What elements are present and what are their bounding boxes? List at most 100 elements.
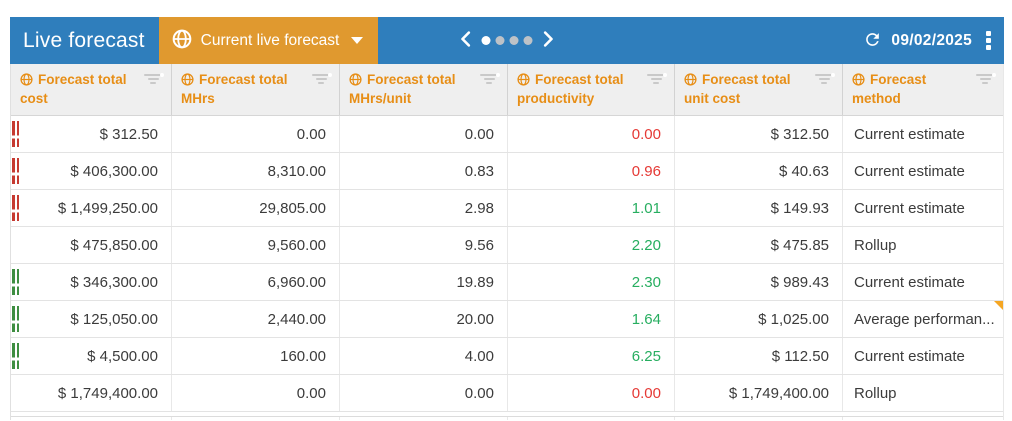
table-row: $ 346,300.00 6,960.00 19.89 2.30 $ 989.4… [11,264,1003,301]
cell-total-mhrs-unit[interactable]: 9.56 [340,227,508,263]
cell-total-mhrs[interactable]: 8,310.00 [172,153,340,189]
cell-total-unit-cost[interactable]: $ 112.50 [675,338,843,374]
cell-forecast-method[interactable]: Rollup [843,227,1003,263]
chevron-left-icon [461,31,471,50]
globe-icon [517,73,530,90]
filter-icon[interactable] [480,74,498,84]
cell-total-mhrs-unit[interactable]: 2.98 [340,190,508,226]
cell-total-cost[interactable]: $ 125,050.00 [11,301,172,337]
cell-total-productivity[interactable]: 6.25 [508,338,675,374]
page-title: Live forecast [23,29,145,53]
filter-icon[interactable] [815,74,833,84]
page-dot[interactable] [510,36,519,45]
cell-total-mhrs[interactable]: 6,960.00 [172,264,340,300]
cell-total-mhrs[interactable]: 29,805.00 [172,190,340,226]
cell-forecast-method[interactable]: Current estimate [843,190,1003,226]
cell-total-mhrs[interactable]: 160.00 [172,338,340,374]
cell-forecast-method[interactable]: Current estimate [843,153,1003,189]
table-row: $ 125,050.00 2,440.00 20.00 1.64 $ 1,025… [11,301,1003,338]
cell-forecast-method[interactable]: Rollup [843,375,1003,411]
cell-total-productivity[interactable]: 0.96 [508,153,675,189]
cell-total-mhrs[interactable]: 2,440.00 [172,301,340,337]
column-header-total-mhrs-unit[interactable]: Forecast total MHrs/unit [340,64,508,115]
cell-total-mhrs-unit[interactable]: 0.83 [340,153,508,189]
globe-icon [181,73,194,90]
cell-total-mhrs[interactable]: 9,560.00 [172,227,340,263]
prev-page-button[interactable] [459,29,473,52]
column-header-total-productivity[interactable]: Forecast total productivity [508,64,675,115]
cell-total-unit-cost[interactable]: $ 1,025.00 [675,301,843,337]
refresh-button[interactable] [863,30,882,52]
cell-total-productivity[interactable]: 2.30 [508,264,675,300]
cell-total-mhrs[interactable]: 0.00 [172,116,340,152]
row-status-indicator [12,158,19,184]
table-row: $ 1,749,400.00 0.00 0.00 0.00 $ 1,749,40… [11,375,1003,412]
globe-icon [349,73,362,90]
column-header-label: Forecast total productivity [517,72,624,106]
table-row: $ 406,300.00 8,310.00 0.83 0.96 $ 40.63 … [11,153,1003,190]
page-dot[interactable] [496,36,505,45]
filter-icon[interactable] [312,74,330,84]
table-row: $ 475,850.00 9,560.00 9.56 2.20 $ 475.85… [11,227,1003,264]
table-row: $ 312.50 0.00 0.00 0.00 $ 312.50 Current… [11,116,1003,153]
cell-total-productivity[interactable]: 0.00 [508,375,675,411]
cell-total-cost[interactable]: $ 4,500.00 [11,338,172,374]
cell-total-mhrs-unit[interactable]: 19.89 [340,264,508,300]
forecast-grid: Forecast total cost Forecast total MHrs … [10,64,1004,420]
cell-total-productivity[interactable]: 1.64 [508,301,675,337]
cell-total-mhrs-unit[interactable]: 0.00 [340,375,508,411]
cell-total-unit-cost[interactable]: $ 989.43 [675,264,843,300]
cell-total-cost[interactable]: $ 1,749,400.00 [11,375,172,411]
forecast-date: 09/02/2025 [891,32,972,50]
kebab-menu-icon [986,31,991,36]
topbar-right: 09/02/2025 [863,17,994,64]
cell-total-productivity[interactable]: 1.01 [508,190,675,226]
column-header-label: Forecast total cost [20,72,127,106]
refresh-icon [863,30,882,52]
cell-total-cost[interactable]: $ 475,850.00 [11,227,172,263]
live-forecast-panel: Live forecast Current live forecast [10,17,1004,420]
chevron-right-icon [544,31,554,50]
cell-total-mhrs-unit[interactable]: 20.00 [340,301,508,337]
topbar: Live forecast Current live forecast [10,17,1004,64]
table-row-partial [11,416,1003,420]
cell-forecast-method[interactable]: Current estimate [843,264,1003,300]
row-status-indicator [12,121,19,147]
filter-icon[interactable] [976,74,994,84]
cell-forecast-method[interactable]: Current estimate [843,116,1003,152]
cell-total-cost[interactable]: $ 346,300.00 [11,264,172,300]
page-dot[interactable] [524,36,533,45]
cell-total-cost[interactable]: $ 406,300.00 [11,153,172,189]
cell-total-mhrs[interactable]: 0.00 [172,375,340,411]
cell-total-unit-cost[interactable]: $ 475.85 [675,227,843,263]
column-header-total-cost[interactable]: Forecast total cost [11,64,172,115]
cell-total-productivity[interactable]: 2.20 [508,227,675,263]
cell-total-cost[interactable]: $ 312.50 [11,116,172,152]
cell-total-cost[interactable]: $ 1,499,250.00 [11,190,172,226]
column-header-method[interactable]: Forecast method [843,64,1003,115]
cell-total-unit-cost[interactable]: $ 40.63 [675,153,843,189]
filter-icon[interactable] [647,74,665,84]
page-dot[interactable] [482,36,491,45]
cell-total-unit-cost[interactable]: $ 312.50 [675,116,843,152]
filter-icon[interactable] [144,74,162,84]
cell-total-unit-cost[interactable]: $ 1,749,400.00 [675,375,843,411]
cell-total-mhrs-unit[interactable]: 4.00 [340,338,508,374]
row-status-indicator [12,306,19,332]
cell-total-productivity[interactable]: 0.00 [508,116,675,152]
table-row: $ 1,499,250.00 29,805.00 2.98 1.01 $ 149… [11,190,1003,227]
pagination [459,17,556,64]
next-page-button[interactable] [542,29,556,52]
cell-total-unit-cost[interactable]: $ 149.93 [675,190,843,226]
cell-forecast-method[interactable]: Average performan... [843,301,1003,337]
globe-icon [852,73,865,90]
cell-total-mhrs-unit[interactable]: 0.00 [340,116,508,152]
row-status-indicator [12,269,19,295]
column-header-total-unit-cost[interactable]: Forecast total unit cost [675,64,843,115]
cell-forecast-method[interactable]: Current estimate [843,338,1003,374]
table-row: $ 4,500.00 160.00 4.00 6.25 $ 112.50 Cur… [11,338,1003,375]
column-header-total-mhrs[interactable]: Forecast total MHrs [172,64,340,115]
globe-icon [684,73,697,90]
forecast-selector-button[interactable]: Current live forecast [159,17,379,64]
kebab-menu-button[interactable] [983,29,994,52]
